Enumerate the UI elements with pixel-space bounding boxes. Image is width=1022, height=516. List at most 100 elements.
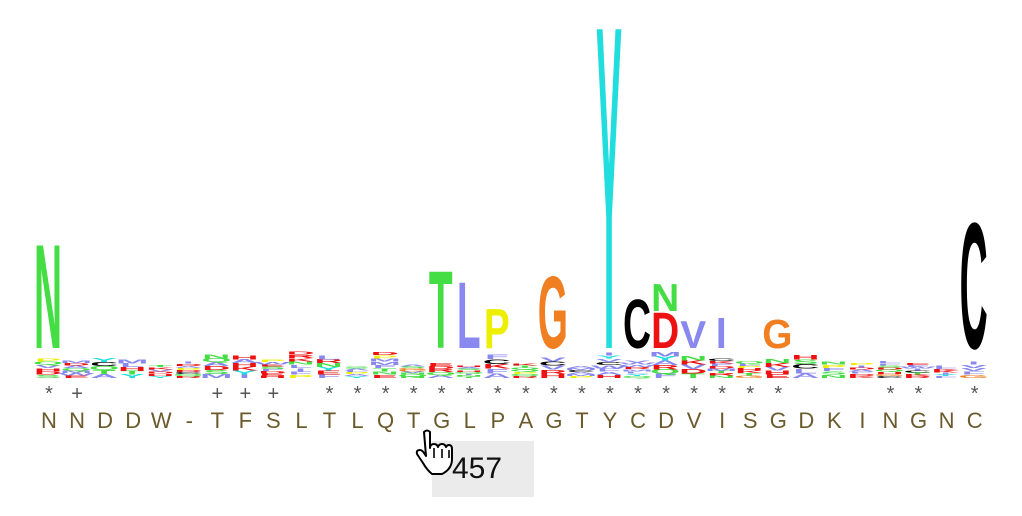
consensus-residue[interactable]: G [545, 408, 562, 433]
logo-minor-letter: E [764, 373, 790, 379]
logo-minor-letter: F [289, 370, 313, 375]
logo-minor-letter: P [820, 364, 846, 369]
logo-minor-letter: F [317, 373, 341, 379]
consensus-residue[interactable]: Q [377, 408, 394, 433]
logo-minor-letter: P [372, 354, 398, 359]
logo-minor-letter: N [763, 358, 791, 364]
logo-minor-letter: V [400, 371, 427, 374]
consensus-residue[interactable]: A [519, 408, 534, 433]
consensus-residue[interactable]: N [939, 408, 955, 433]
logo-minor-letter: A [651, 360, 679, 367]
logo-minor-letter: Q [734, 360, 764, 364]
logo-minor-letter: A [90, 373, 118, 379]
consensus-residue[interactable]: T [323, 408, 336, 433]
consensus-residue[interactable]: D [798, 408, 814, 433]
conservation-mark: * [522, 383, 530, 405]
consensus-residue[interactable]: C [630, 408, 646, 433]
consensus-residue[interactable]: V [687, 408, 702, 433]
logo-minor-letter: C [174, 371, 202, 374]
logo-minor-letter: K [679, 359, 707, 366]
logo-minor-letter: N [314, 362, 342, 368]
logo-minor-letter: W [254, 362, 291, 366]
logo-minor-letter: K [707, 361, 735, 365]
conservation-mark: * [887, 383, 895, 405]
logo-minor-letter: Y [147, 375, 173, 378]
consensus-residue[interactable]: D [125, 408, 141, 433]
logo-minor-letter: F [261, 368, 285, 372]
consensus-residue[interactable]: S [266, 408, 281, 433]
consensus-residue[interactable]: N [41, 408, 57, 433]
consensus-residue[interactable]: Y [603, 408, 618, 433]
logo-minor-letter: Q [622, 375, 652, 378]
consensus-residue[interactable]: - [186, 408, 193, 433]
logo-minor-letter: I [856, 365, 867, 368]
logo-minor-letter: D [875, 367, 903, 370]
consensus-residue[interactable]: G [770, 408, 787, 433]
consensus-residue[interactable]: D [97, 408, 113, 433]
logo-minor-letter: H [258, 375, 286, 379]
logo-minor-letter: M [200, 373, 232, 379]
logo-minor-letter: P [568, 375, 594, 378]
logo-minor-letter: A [455, 367, 483, 369]
consensus-residue[interactable]: L [295, 408, 307, 433]
logo-minor-letter: M [116, 359, 148, 365]
logo-minor-letter: Y [933, 374, 959, 377]
consensus-residue[interactable]: P [490, 408, 505, 433]
logo-minor-letter: W [619, 362, 656, 365]
logo-minor-letter: G [398, 368, 428, 371]
logo-minor-letter: M [60, 370, 92, 374]
consensus-residue[interactable]: I [719, 408, 725, 433]
consensus-residue[interactable]: L [351, 408, 363, 433]
logo-minor-letter: A [399, 365, 427, 368]
consensus-residue[interactable]: G [910, 408, 927, 433]
logo-minor-letter: T [681, 372, 705, 379]
logo-minor-letter: Q [874, 369, 904, 372]
logo-minor-letter: L [289, 364, 313, 369]
logo-minor-letter: C [791, 363, 819, 370]
consensus-residue[interactable]: T [575, 408, 588, 433]
logo-minor-letter: R [707, 373, 735, 377]
logo-minor-letter: T [457, 376, 481, 378]
logo-minor-letter: L [120, 363, 144, 369]
logo-minor-letter: Q [510, 369, 540, 372]
logo-minor-letter: I [239, 373, 250, 379]
consensus-residue[interactable]: N [69, 408, 85, 433]
logo-minor-letter: I [604, 351, 615, 356]
logo-minor-letter: D [146, 371, 174, 374]
consensus-residue[interactable]: W [151, 408, 172, 433]
logo-minor-letter: V [540, 364, 567, 370]
logo-minor-letter: V [764, 366, 791, 372]
consensus-residue[interactable]: F [239, 408, 252, 433]
logo-minor-letter: P [344, 372, 370, 375]
conservation-mark: * [690, 383, 698, 405]
logo-minor-letter: K [904, 374, 932, 377]
consensus-residue[interactable]: G [433, 408, 450, 433]
consensus-residue[interactable]: K [827, 408, 842, 433]
consensus-residue[interactable]: I [859, 408, 865, 433]
consensus-residue[interactable]: C [967, 408, 983, 433]
logo-minor-letter: F [878, 363, 902, 366]
logo-minor-letter: R [286, 354, 314, 359]
logo-letter-g: G [538, 257, 568, 371]
logo-minor-letter: K [932, 369, 960, 372]
logo-minor-letter: C [90, 361, 118, 367]
logo-minor-letter: Y [119, 373, 146, 379]
logo-minor-letter: D [847, 373, 875, 376]
consensus-residue[interactable]: D [658, 408, 674, 433]
consensus-residue[interactable]: T [211, 408, 224, 433]
consensus-residue[interactable]: L [464, 408, 476, 433]
consensus-residue[interactable]: T [407, 408, 420, 433]
conservation-mark: * [915, 383, 923, 405]
logo-minor-letter: A [174, 365, 202, 368]
logo-minor-letter: N [202, 353, 230, 359]
logo-minor-letter: V [961, 367, 988, 372]
consensus-residue[interactable]: N [883, 408, 899, 433]
logo-minor-letter: T [513, 365, 537, 368]
consensus-residue[interactable]: S [743, 408, 758, 433]
logo-minor-letter: I [912, 368, 923, 371]
logo-minor-letter: D [202, 365, 230, 371]
logo-minor-letter: K [763, 362, 791, 368]
logo-minor-letter: K [735, 370, 763, 374]
logo-minor-letter: W [619, 364, 656, 367]
logo-minor-letter: P [35, 357, 61, 362]
